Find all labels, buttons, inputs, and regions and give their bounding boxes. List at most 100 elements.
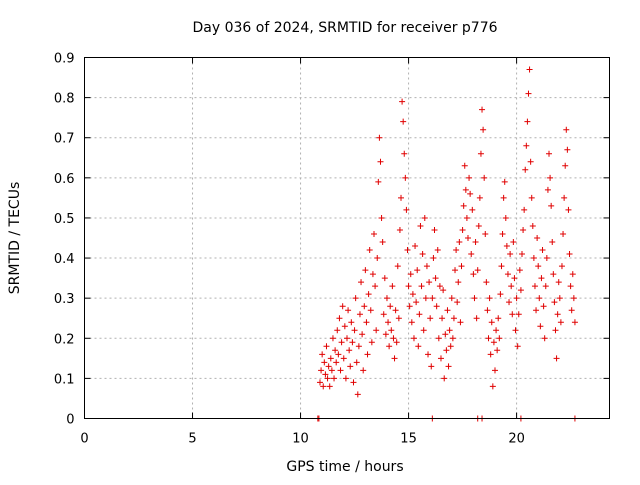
data-point bbox=[481, 174, 488, 181]
data-point bbox=[477, 150, 484, 157]
data-point bbox=[345, 307, 352, 314]
data-point bbox=[398, 194, 405, 201]
data-point bbox=[333, 359, 340, 366]
data-point bbox=[383, 295, 390, 302]
x-tick-label: 0 bbox=[80, 432, 88, 447]
data-point bbox=[490, 339, 497, 346]
grid-layer bbox=[84, 57, 610, 419]
x-axis-label: GPS time / hours bbox=[286, 459, 403, 475]
data-point bbox=[520, 226, 527, 233]
data-point bbox=[470, 271, 477, 278]
data-point bbox=[499, 230, 506, 237]
data-point bbox=[416, 311, 423, 318]
data-point bbox=[455, 279, 462, 286]
data-point bbox=[377, 158, 384, 165]
data-point bbox=[484, 307, 491, 314]
data-point bbox=[406, 303, 413, 310]
data-point bbox=[337, 367, 344, 374]
data-point bbox=[571, 319, 578, 326]
data-point bbox=[457, 319, 464, 326]
chart-title: Day 036 of 2024, SRMTID for receiver p77… bbox=[192, 20, 497, 36]
data-point bbox=[529, 222, 536, 229]
data-point bbox=[473, 315, 480, 322]
data-point bbox=[417, 222, 424, 229]
data-point bbox=[361, 303, 368, 310]
data-point bbox=[442, 331, 449, 338]
data-point bbox=[380, 311, 387, 318]
data-point bbox=[391, 355, 398, 362]
data-point bbox=[531, 283, 538, 290]
data-point bbox=[436, 283, 443, 290]
data-point bbox=[379, 239, 386, 246]
data-point bbox=[546, 150, 553, 157]
data-point bbox=[316, 379, 323, 386]
data-point bbox=[423, 263, 430, 270]
data-point bbox=[514, 343, 521, 350]
data-point bbox=[464, 235, 471, 241]
data-point bbox=[467, 190, 474, 197]
data-point bbox=[415, 343, 422, 350]
data-point bbox=[362, 267, 369, 274]
data-point bbox=[544, 186, 551, 193]
data-point bbox=[354, 391, 361, 398]
data-point bbox=[461, 162, 468, 169]
data-point bbox=[443, 347, 450, 354]
data-point bbox=[437, 355, 444, 362]
data-point bbox=[550, 271, 557, 278]
data-point bbox=[560, 230, 567, 237]
data-point bbox=[479, 106, 486, 113]
x-tick-label: 5 bbox=[188, 432, 196, 447]
points-layer bbox=[314, 66, 578, 422]
data-point bbox=[564, 146, 571, 153]
data-point bbox=[534, 235, 541, 241]
data-point bbox=[430, 255, 437, 262]
data-point bbox=[351, 327, 358, 334]
data-point bbox=[441, 375, 448, 382]
data-point bbox=[435, 335, 442, 342]
data-point bbox=[318, 367, 325, 374]
data-point bbox=[556, 295, 563, 302]
data-point bbox=[342, 375, 349, 382]
data-point bbox=[374, 255, 381, 262]
data-point bbox=[569, 271, 576, 278]
data-point bbox=[501, 178, 508, 185]
y-tick-label: 0.4 bbox=[54, 252, 75, 267]
data-point bbox=[328, 367, 335, 374]
data-point bbox=[401, 150, 408, 157]
data-point bbox=[394, 263, 401, 270]
data-point bbox=[413, 299, 420, 306]
data-point bbox=[474, 267, 481, 274]
data-point bbox=[327, 355, 334, 362]
data-point bbox=[456, 239, 463, 246]
data-point bbox=[407, 271, 414, 278]
data-point bbox=[523, 142, 530, 149]
data-point bbox=[393, 339, 400, 346]
data-point bbox=[516, 267, 523, 274]
data-point bbox=[403, 206, 410, 213]
data-point bbox=[497, 291, 504, 298]
data-point bbox=[483, 279, 490, 286]
data-point bbox=[349, 339, 356, 346]
y-tick-label: 0.6 bbox=[54, 172, 75, 187]
data-point bbox=[344, 335, 350, 342]
data-point bbox=[495, 315, 502, 322]
y-tick-label: 0.5 bbox=[54, 212, 75, 227]
data-point bbox=[389, 283, 396, 290]
data-point bbox=[378, 214, 385, 221]
y-tick-label: 0.7 bbox=[54, 132, 75, 147]
data-point bbox=[324, 375, 331, 382]
data-point bbox=[548, 202, 555, 209]
data-point bbox=[323, 343, 330, 350]
data-point bbox=[429, 295, 436, 302]
data-point bbox=[326, 383, 333, 390]
data-point bbox=[422, 295, 429, 302]
data-point bbox=[440, 287, 447, 294]
data-point bbox=[566, 251, 573, 258]
data-point bbox=[502, 214, 509, 221]
data-point bbox=[446, 327, 453, 334]
data-point bbox=[322, 371, 329, 378]
data-point bbox=[557, 319, 564, 326]
data-point bbox=[381, 275, 388, 282]
data-point bbox=[567, 283, 574, 290]
